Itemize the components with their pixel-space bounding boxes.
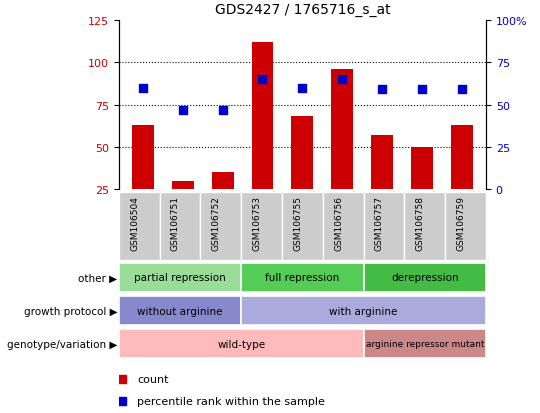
Text: count: count xyxy=(137,374,168,384)
Bar xyxy=(451,126,473,232)
Text: GSM106752: GSM106752 xyxy=(212,195,221,250)
Title: GDS2427 / 1765716_s_at: GDS2427 / 1765716_s_at xyxy=(214,3,390,17)
Text: full repression: full repression xyxy=(265,273,340,283)
Bar xyxy=(119,297,241,325)
Text: GSM106759: GSM106759 xyxy=(457,195,465,250)
Point xyxy=(178,107,187,114)
Point xyxy=(378,87,387,93)
Bar xyxy=(119,192,160,260)
Text: partial repression: partial repression xyxy=(134,273,226,283)
Text: with arginine: with arginine xyxy=(329,306,398,316)
Bar xyxy=(363,263,486,292)
Bar xyxy=(252,43,273,232)
Text: genotype/variation ▶: genotype/variation ▶ xyxy=(7,339,117,349)
Point xyxy=(138,85,147,92)
Bar xyxy=(323,192,363,260)
Bar xyxy=(212,173,233,232)
Bar xyxy=(404,192,445,260)
Bar xyxy=(200,192,241,260)
Bar xyxy=(332,70,353,232)
Bar xyxy=(363,330,486,358)
Bar xyxy=(282,192,323,260)
Bar xyxy=(411,148,433,232)
Text: GSM106504: GSM106504 xyxy=(130,195,139,250)
Point xyxy=(218,107,227,114)
Bar xyxy=(241,192,282,260)
Text: growth protocol ▶: growth protocol ▶ xyxy=(24,306,117,316)
Bar xyxy=(241,263,363,292)
Bar xyxy=(445,192,486,260)
Bar xyxy=(372,136,393,232)
Text: without arginine: without arginine xyxy=(137,306,223,316)
Text: GSM106753: GSM106753 xyxy=(253,195,261,250)
Bar xyxy=(160,192,200,260)
Point xyxy=(458,87,467,93)
Bar xyxy=(119,263,241,292)
Bar xyxy=(292,117,313,232)
Text: arginine repressor mutant: arginine repressor mutant xyxy=(366,339,484,348)
Bar xyxy=(241,297,486,325)
Bar xyxy=(363,192,404,260)
Text: GSM106755: GSM106755 xyxy=(293,195,302,250)
Point xyxy=(258,77,267,83)
Text: wild-type: wild-type xyxy=(217,339,265,349)
Text: other ▶: other ▶ xyxy=(78,273,117,283)
Point xyxy=(338,77,347,83)
Point xyxy=(418,87,427,93)
Bar xyxy=(172,182,194,232)
Text: GSM106751: GSM106751 xyxy=(171,195,180,250)
Bar xyxy=(132,126,154,232)
Bar xyxy=(119,330,363,358)
Point xyxy=(298,85,307,92)
Text: GSM106758: GSM106758 xyxy=(416,195,425,250)
Text: GSM106757: GSM106757 xyxy=(375,195,384,250)
Text: percentile rank within the sample: percentile rank within the sample xyxy=(137,396,325,406)
Text: GSM106756: GSM106756 xyxy=(334,195,343,250)
Text: derepression: derepression xyxy=(391,273,458,283)
